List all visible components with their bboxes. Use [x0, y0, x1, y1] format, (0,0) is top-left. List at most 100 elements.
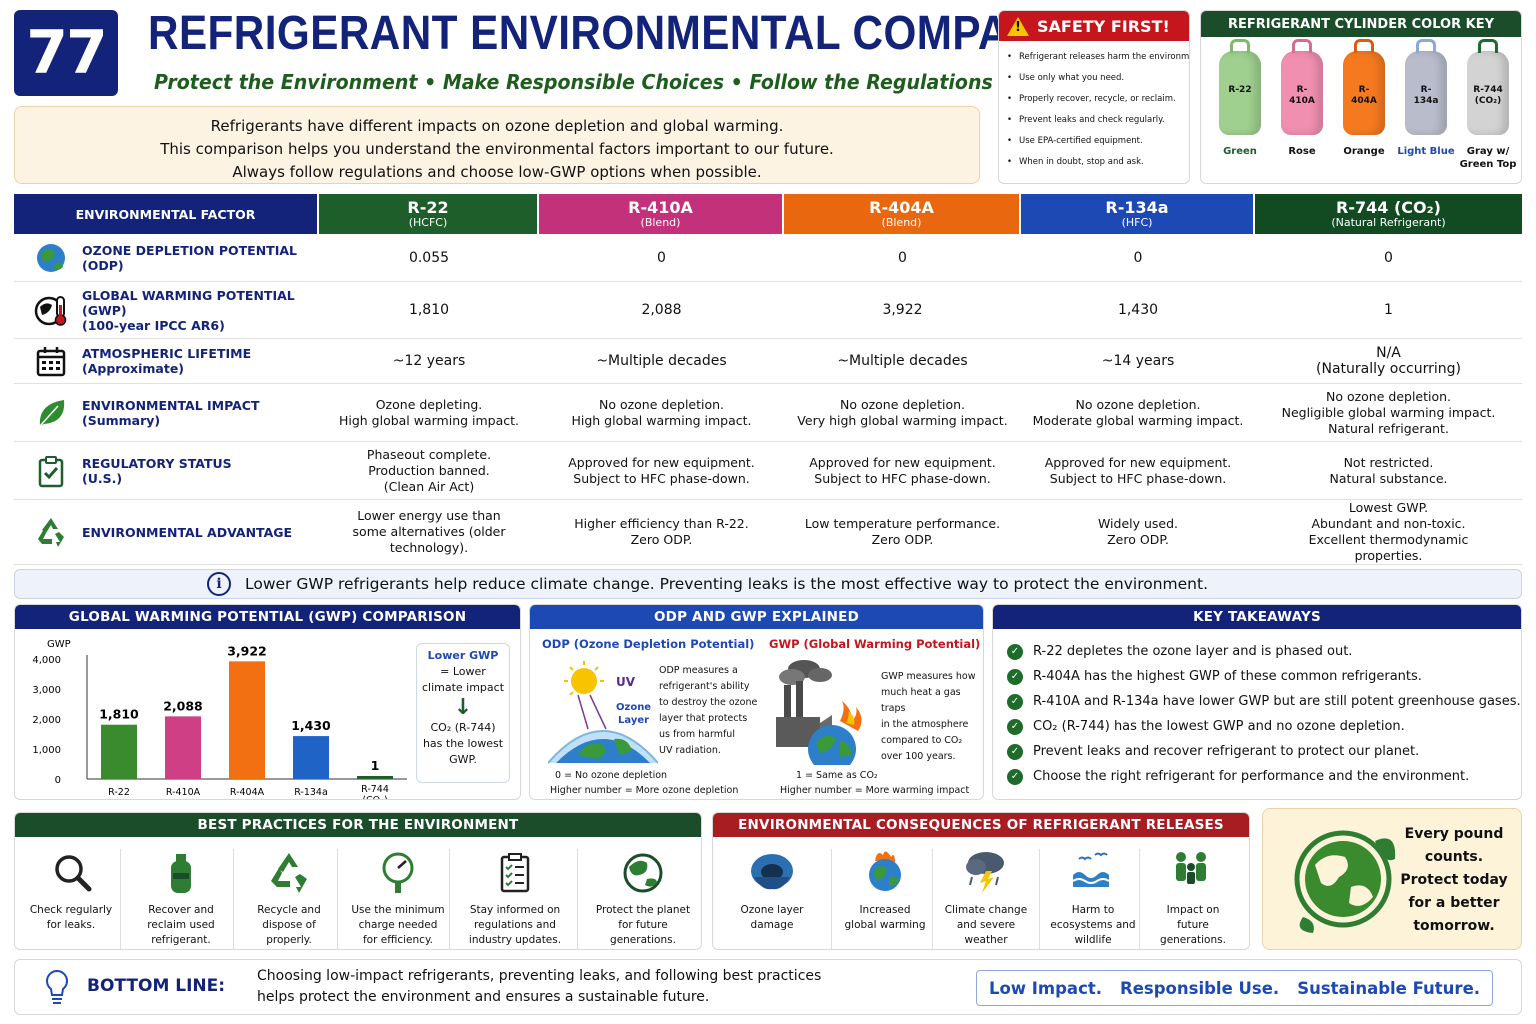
table-cell: 1 [1255, 282, 1522, 339]
table-cell: Approved for new equipment. Subject to HF… [1021, 442, 1255, 500]
cell-line: 0.055 [408, 249, 450, 266]
every-pound-line: Protect today [1400, 872, 1508, 888]
takeaway-text: Prevent leaks and recover refrigerant to… [1033, 744, 1420, 759]
best-practice-text: for leaks. [46, 919, 96, 931]
x-tick-label: R-744 [361, 784, 389, 795]
consequence-text: Increased [859, 904, 911, 916]
table-cell: ~14 years [1021, 339, 1255, 384]
best-practices-panel: BEST PRACTICES FOR THE ENVIRONMENT Check… [14, 812, 702, 950]
consequence-item: Impact on future generations. [1141, 847, 1245, 948]
cell-line: Low temperature performance. [804, 516, 1001, 531]
cell-line: No ozone depletion. [1075, 396, 1201, 412]
safety-item: When in doubt, stop and ask. [1007, 152, 1183, 173]
table-cell: 0 [1255, 234, 1522, 282]
consequence-text: weather [964, 934, 1008, 946]
cylinder-key-item: R-22 Green [1209, 39, 1271, 158]
table-cell: ~Multiple decades [539, 339, 784, 384]
consequence-text: ecosystems and [1050, 919, 1136, 931]
cylinder-label: R-404A [1351, 85, 1377, 106]
bottom-line-label: BOTTOM LINE: [87, 976, 226, 996]
cell-line: 0 [657, 249, 666, 266]
x-tick-label: R-404A [230, 787, 265, 798]
factor-sublabel: (100-year IPCC AR6) [82, 317, 225, 333]
factor-label-block: OZONE DEPLETION POTENTIAL (ODP) [82, 243, 297, 273]
cell-line: Phaseout complete. [366, 446, 492, 462]
cell-line: Lower energy use than [357, 508, 501, 523]
table-row: REGULATORY STATUS (U.S.) Phaseout complete… [14, 442, 1522, 500]
callout-line: has the lowest [422, 737, 504, 750]
table-cell: Ozone depleting. High global warming impa… [319, 384, 539, 442]
best-practice-text: properly. [266, 934, 312, 946]
gwp-foot-line: Higher number = More warming impact [780, 785, 970, 796]
odp-text-line: refrigerant's ability [659, 681, 750, 692]
bar-value-label: 3,922 [227, 643, 267, 658]
best-practice-text: dispose of [262, 919, 316, 931]
cell-line: Zero ODP. [630, 532, 693, 547]
divider [120, 849, 121, 949]
cell-line: Production banned. [368, 462, 490, 478]
consequence-text: wildlife [1074, 934, 1112, 946]
bottom-line-bar: BOTTOM LINE: Choosing low-impact refrige… [14, 959, 1522, 1015]
cell-line: 0 [1133, 249, 1143, 266]
bar [229, 661, 265, 779]
divider [337, 849, 338, 949]
odp-text-line: ODP measures a [659, 665, 738, 676]
intro-line: Refrigerants have different impacts on o… [210, 117, 784, 135]
check-icon: ✓ [1007, 718, 1023, 735]
best-practice-item: Recover and reclaim used refrigerant. [126, 851, 236, 948]
bar-value-label: 2,088 [163, 698, 203, 713]
cylinder-key-item: R-404A Orange [1333, 39, 1395, 158]
thermometer-globe-icon [34, 296, 67, 326]
cell-line: Subject to HFC phase-down. [814, 470, 991, 486]
takeaways-list: ✓ R-22 depletes the ozone layer and is ph… [993, 629, 1521, 789]
cylinder-icon: R-22 [1219, 39, 1261, 135]
best-practice-text: Check regularly [29, 904, 113, 916]
takeaway-text: R-410A and R-134a have lower GWP but are… [1033, 694, 1521, 709]
table-row: GLOBAL WARMING POTENTIAL (GWP) (100-year I… [14, 282, 1522, 339]
factor-cell: ATMOSPHERIC LIFETIME (Approximate) [14, 339, 319, 384]
earth-leaf-icon [1294, 830, 1396, 933]
safety-item: Use EPA-certified equipment. [1007, 131, 1183, 152]
consequence-text: Impact on [1166, 904, 1220, 916]
gwp-text-line: in the atmosphere [881, 719, 969, 730]
table-row: ENVIRONMENTAL ADVANTAGE Lower energy use … [14, 500, 1522, 565]
odp-text-line: to destroy the ozone [659, 697, 758, 708]
divider [1139, 849, 1140, 949]
factor-label-block: ATMOSPHERIC LIFETIME (Approximate) [82, 346, 251, 376]
column-type: (Blend) [881, 216, 922, 229]
info-note-text: Lower GWP refrigerants help reduce clima… [245, 575, 1208, 593]
table-cell: Not restricted. Natural substance. [1255, 442, 1522, 500]
gwp-description: GWP measures how much heat a gas traps i… [881, 669, 983, 765]
divider [577, 849, 578, 949]
tagline-item: Low Impact. [988, 978, 1103, 998]
cylinder-color-name: Green [1223, 146, 1257, 157]
cell-line: ~14 years [1101, 353, 1175, 369]
family-icon [1176, 852, 1206, 884]
safety-item: Use only what you need. [1007, 68, 1183, 89]
tagline-item: Responsible Use. [1120, 978, 1280, 998]
cell-line: 0 [1384, 249, 1393, 266]
factor-sublabel: (Summary) [82, 412, 161, 428]
check-icon: ✓ [1007, 668, 1023, 685]
lightbulb-icon [46, 969, 68, 1004]
info-icon: i [207, 572, 231, 596]
y-tick-label: 0 [55, 775, 61, 786]
gwp-text-line: over 100 years. [881, 751, 956, 762]
safety-list: Refrigerant releases harm the environmen… [999, 41, 1189, 173]
factor-label: OZONE DEPLETION POTENTIAL [82, 242, 297, 258]
cylinder-label: R-134a [1413, 85, 1439, 106]
takeaway-text: CO₂ (R-744) has the lowest GWP and no oz… [1033, 719, 1405, 734]
cell-line: N/A [1376, 345, 1401, 361]
leaf-icon [39, 399, 65, 427]
cylinder-icon: R-134a [1405, 39, 1447, 135]
factor-label: ATMOSPHERIC LIFETIME [82, 346, 252, 361]
cell-line: Zero ODP. [871, 532, 934, 547]
cylinder-cap [1354, 39, 1374, 53]
column-name: R-410A [628, 198, 693, 217]
table-cell: ~Multiple decades [784, 339, 1021, 384]
best-practice-item: Check regularly for leaks. [16, 851, 126, 933]
ozone-label-line: Layer [618, 715, 650, 726]
factor-sublabel: (U.S.) [82, 470, 123, 486]
table-cell: 3,922 [784, 282, 1021, 339]
column-type: (HCFC) [408, 216, 448, 229]
